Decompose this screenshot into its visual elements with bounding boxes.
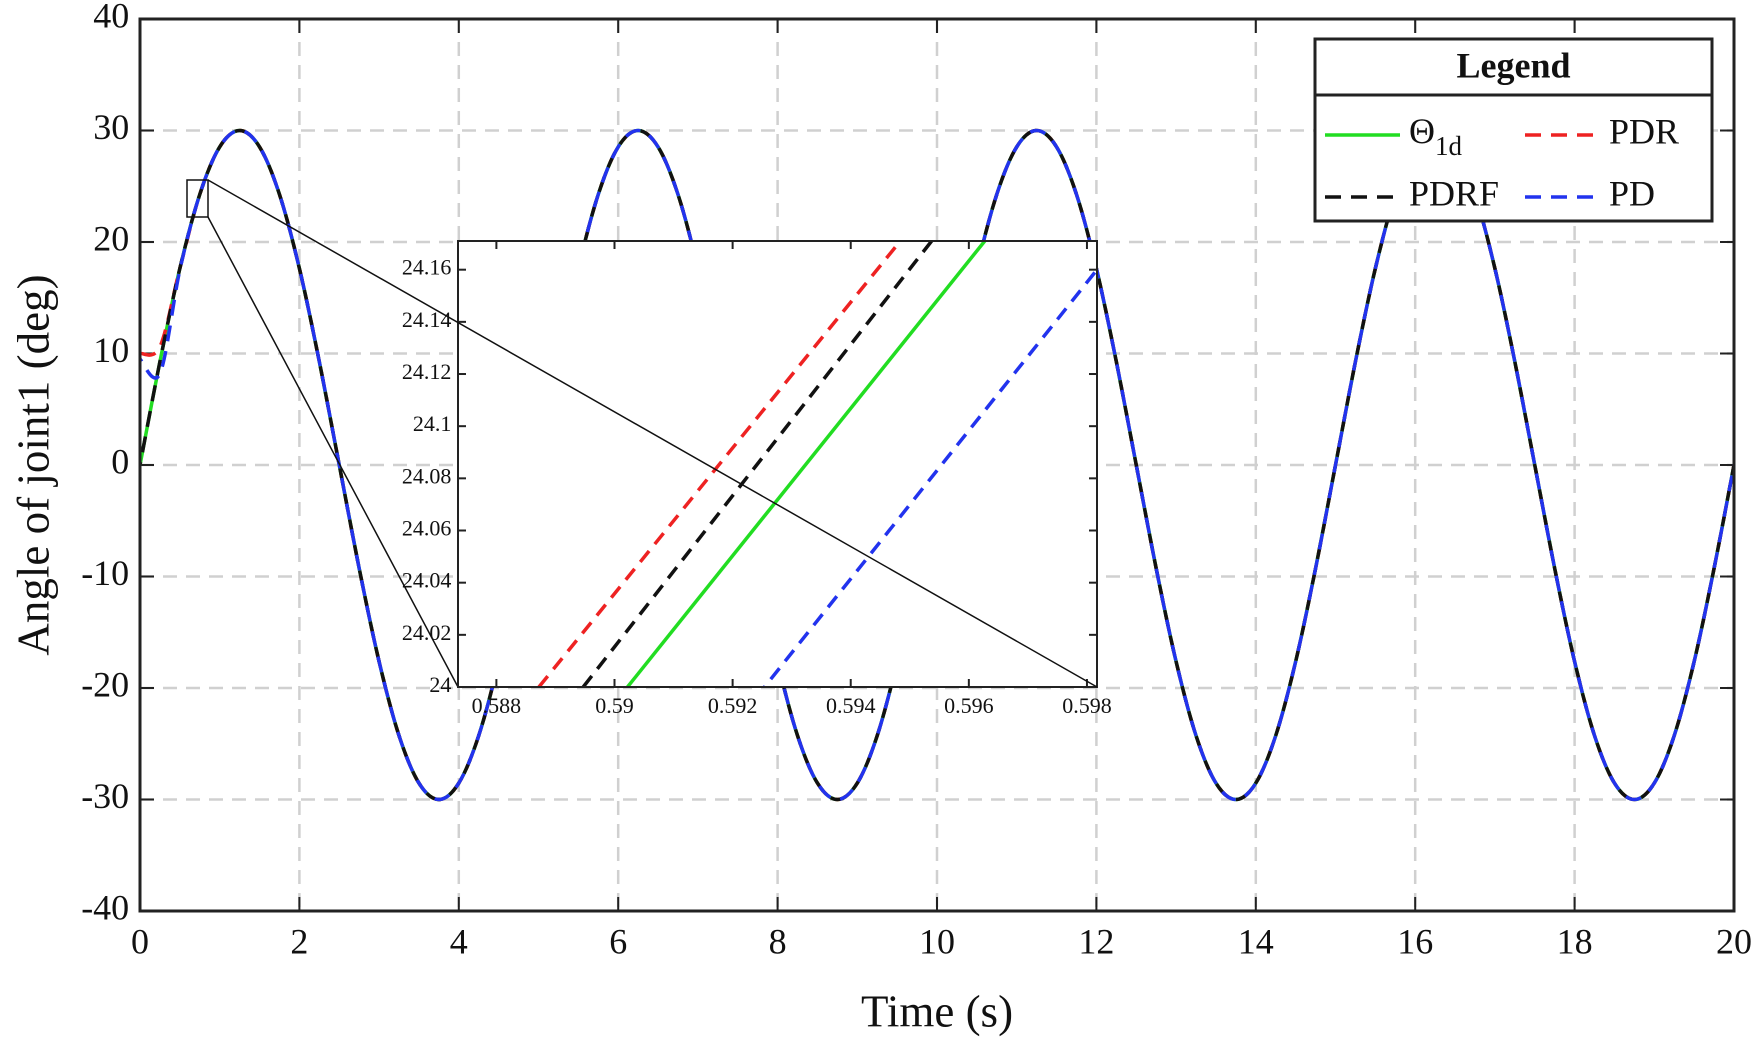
axes-frame	[457, 240, 1098, 688]
y-tick-label: 24.16	[402, 255, 452, 280]
y-tick-label: 20	[93, 218, 129, 258]
x-tick-label: 0	[131, 921, 149, 961]
x-tick-label: 6	[609, 921, 627, 961]
x-axis-label: Time (s)	[861, 986, 1013, 1036]
x-tick-label: 8	[769, 921, 787, 961]
y-tick-label: 24.06	[402, 516, 452, 541]
y-tick-label: 24.12	[402, 359, 452, 384]
y-tick-label: -30	[81, 776, 129, 816]
y-axis-label: Angle of joint1 (deg)	[8, 274, 58, 655]
lines	[537, 241, 1097, 687]
y-tick-label: 24.02	[402, 620, 452, 645]
zoom-connector	[207, 179, 1098, 688]
y-tick-label: 24	[429, 672, 451, 697]
plot-area	[458, 241, 1097, 687]
x-tick-label: 0.59	[595, 693, 634, 718]
y-tick-label: 24.04	[402, 568, 452, 593]
x-tick-label: 20	[1716, 921, 1752, 961]
legend-title: Legend	[1456, 45, 1570, 85]
y-tick-label: 40	[93, 0, 129, 35]
y-tick-label: -20	[81, 664, 129, 704]
x-tick-label: 14	[1238, 921, 1274, 961]
y-tick-label: -40	[81, 887, 129, 927]
legend-box	[1313, 37, 1714, 223]
series-line	[763, 268, 1097, 687]
zoom-connector	[207, 216, 459, 688]
x-tick-label: 10	[919, 921, 955, 961]
y-tick-label: 24.14	[402, 307, 452, 332]
x-tick-label: 0.596	[944, 693, 994, 718]
x-tick-label: 16	[1397, 921, 1433, 961]
x-tick-label: 0.594	[826, 693, 876, 718]
x-tick-label: 2	[290, 921, 308, 961]
legend-label: PDR	[1609, 111, 1679, 151]
y-tick-label: 30	[93, 107, 129, 147]
legend-label: Θ1d	[1409, 111, 1463, 161]
y-tick-label: -10	[81, 553, 129, 593]
axes-frame	[138, 17, 1736, 913]
y-tick-label: 24.1	[413, 411, 452, 436]
legend-label: PDRF	[1409, 173, 1499, 213]
y-tick-label: 0	[111, 441, 129, 481]
x-tick-label: 12	[1078, 921, 1114, 961]
x-tick-label: 18	[1557, 921, 1593, 961]
axes: 0.588 0.59 0.592 0.594 0.596 0.598 24 24.02 24.0…	[402, 240, 1112, 718]
zoom-box	[186, 179, 209, 218]
legend-label: PD	[1609, 173, 1655, 213]
y-tick-label: 24.08	[402, 463, 452, 488]
y-tick-label: 10	[93, 330, 129, 370]
x-tick-label: 0.592	[708, 693, 758, 718]
series-line	[626, 241, 987, 687]
x-tick-label: 0.588	[472, 693, 522, 718]
legend: Legend Θ1d PDR PDRF PD	[1313, 37, 1714, 223]
x-tick-label: 4	[450, 921, 468, 961]
series-line	[537, 241, 902, 687]
x-tick-label: 0.598	[1062, 693, 1112, 718]
series-line	[581, 241, 934, 687]
